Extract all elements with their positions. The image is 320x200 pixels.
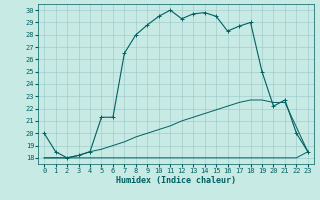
- X-axis label: Humidex (Indice chaleur): Humidex (Indice chaleur): [116, 176, 236, 185]
